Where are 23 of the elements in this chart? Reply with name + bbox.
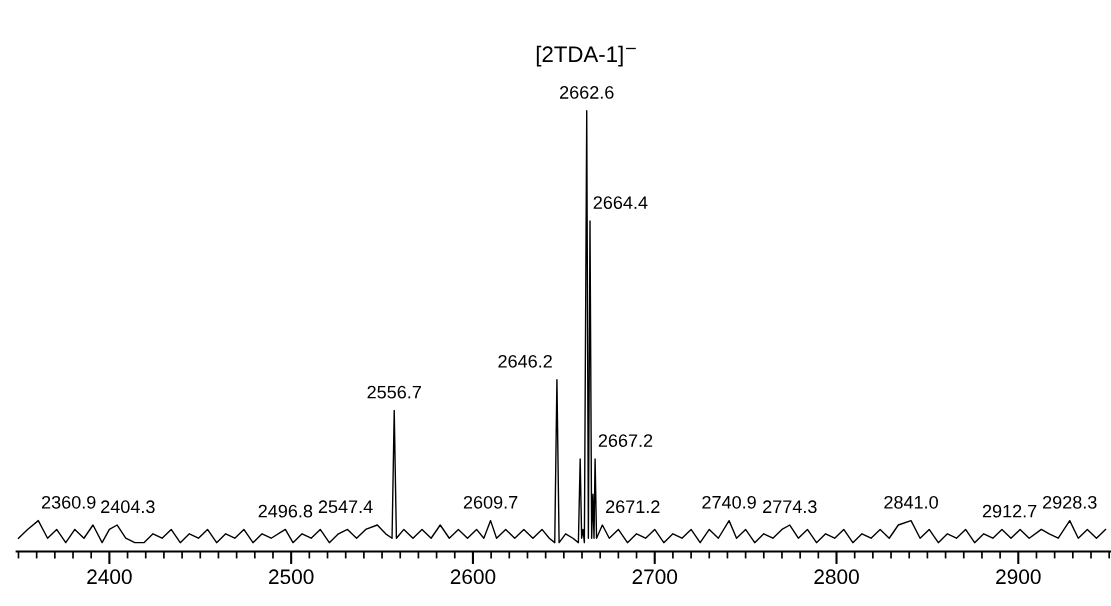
annotation: 2667.2 [598,434,653,448]
annotation: 2609.7 [463,495,518,509]
annotation: 2928.3 [1043,495,1097,509]
chart-title: [2TDA-1]$^{−}$ [536,45,636,67]
x-tick-label: 2800 [814,569,859,585]
annotation: 2496.8 [258,504,313,518]
annotation: 2662.6 [560,86,614,99]
annotation: 2740.9 [702,495,756,509]
x-tick-label: 2400 [87,569,132,585]
x-tick-label: 2600 [450,569,496,585]
x-tick-label: 2500 [269,569,314,585]
x-tick-label: 2900 [996,569,1041,585]
annotation: 2404.3 [101,500,155,514]
annotation: 2774.3 [763,500,817,514]
annotation: 2841.0 [884,495,938,509]
annotation: 2547.4 [318,500,373,514]
annotation: 2556.7 [367,385,421,399]
annotation: 2646.2 [498,354,552,368]
annotation: 2360.9 [41,495,96,509]
annotation: 2671.2 [606,500,660,514]
x-tick-label: 2700 [632,569,678,585]
annotation: 2664.4 [593,196,648,210]
annotation: 2912.7 [982,504,1037,518]
